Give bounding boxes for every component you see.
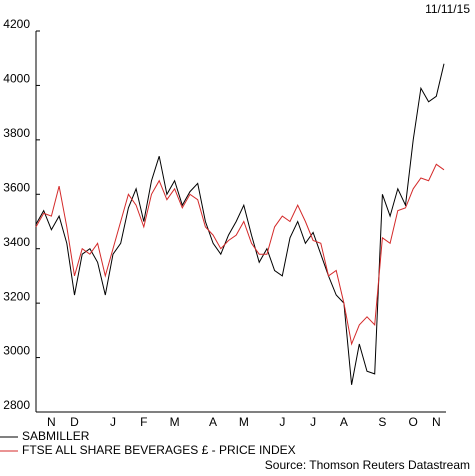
x-tick-label: M	[239, 415, 249, 429]
source: Source: Thomson Reuters Datastream	[265, 458, 470, 472]
y-tick-label: 2800	[3, 398, 30, 412]
x-tick-label: J	[279, 415, 285, 429]
x-tick-label: M	[170, 415, 180, 429]
y-tick-label: 3600	[3, 180, 30, 194]
x-tick-label: O	[409, 415, 418, 429]
x-tick-label: D	[70, 415, 79, 429]
series-line	[35, 163, 445, 346]
y-tick-label: 3000	[3, 344, 30, 358]
y-tick-label: 4000	[3, 72, 30, 86]
legend-label: FTSE ALL SHARE BEVERAGES £ - PRICE INDEX	[22, 443, 296, 457]
series-line	[35, 63, 445, 385]
x-tick-label: F	[140, 415, 147, 429]
chart-date: 11/11/15	[425, 2, 470, 16]
x-tick-label: A	[340, 415, 348, 429]
y-tick-label: 4200	[3, 17, 30, 31]
y-tick-label: 3400	[3, 235, 30, 249]
x-tick-label: J	[110, 415, 116, 429]
x-tick-label: N	[432, 415, 441, 429]
x-tick-label: A	[209, 415, 217, 429]
x-tick-label: N	[47, 415, 56, 429]
y-tick-label: 3200	[3, 289, 30, 303]
y-tick-label: 3800	[3, 126, 30, 140]
x-tick-label: J	[310, 415, 316, 429]
x-tick-label: S	[378, 415, 386, 429]
legend-label: SABMILLER	[22, 429, 90, 443]
